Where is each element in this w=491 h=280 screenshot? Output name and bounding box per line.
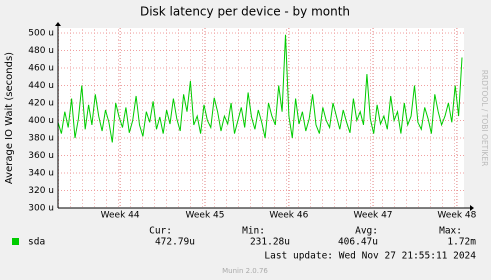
y-arrow <box>55 22 61 26</box>
y-tick-label: 420 u <box>28 99 54 109</box>
x-tick-label: Week 48 <box>437 211 476 221</box>
stat-value: 231.28u <box>250 237 290 248</box>
legend-swatch <box>12 238 19 245</box>
stat-label: Min: <box>242 226 265 237</box>
y-tick-label: 480 u <box>28 46 54 56</box>
x-tick-label: Week 46 <box>269 211 308 221</box>
y-tick-label: 360 u <box>28 151 54 161</box>
x-tick-label: Week 47 <box>354 211 393 221</box>
plot <box>57 34 463 143</box>
y-tick-label: 320 u <box>28 186 54 196</box>
stat-label: Avg: <box>355 226 378 237</box>
side-label: RRDTOOL / TOBI OETIKER <box>480 70 489 167</box>
grid: 300 u 320 u 340 u 360 u 380 u 400 u 420 u 440 u… <box>28 28 477 221</box>
last-update: Last update: Wed Nov 27 21:55:11 2024 <box>264 251 476 262</box>
legend: sda Cur:472.79u Min:231.28u Avg:406.47u Max:… <box>12 226 476 248</box>
stat-label: Max: <box>439 226 462 237</box>
stat-value: 472.79u <box>155 237 195 248</box>
x-tick-label: Week 45 <box>186 211 225 221</box>
y-tick-label: 340 u <box>28 169 54 179</box>
stat-label: Cur: <box>149 226 172 237</box>
chart-title: Disk latency per device - by month <box>140 5 350 19</box>
y-tick-label: 440 u <box>28 81 54 91</box>
footer: Munin 2.0.76 <box>222 267 268 275</box>
y-tick-label: 400 u <box>28 116 54 126</box>
stat-value: 406.47u <box>338 237 378 248</box>
y-tick-label: 300 u <box>28 204 54 214</box>
x-arrow <box>470 205 474 211</box>
x-tick-label: Week 44 <box>101 211 140 221</box>
y-tick-label: 460 u <box>28 64 54 74</box>
legend-label: sda <box>28 237 45 248</box>
stat-value: 1.72m <box>447 237 476 248</box>
y-tick-label: 380 u <box>28 134 54 144</box>
data-line <box>57 34 463 143</box>
y-axis-label: Average IO Wait (seconds) <box>4 52 15 184</box>
y-tick-label: 500 u <box>28 29 54 39</box>
